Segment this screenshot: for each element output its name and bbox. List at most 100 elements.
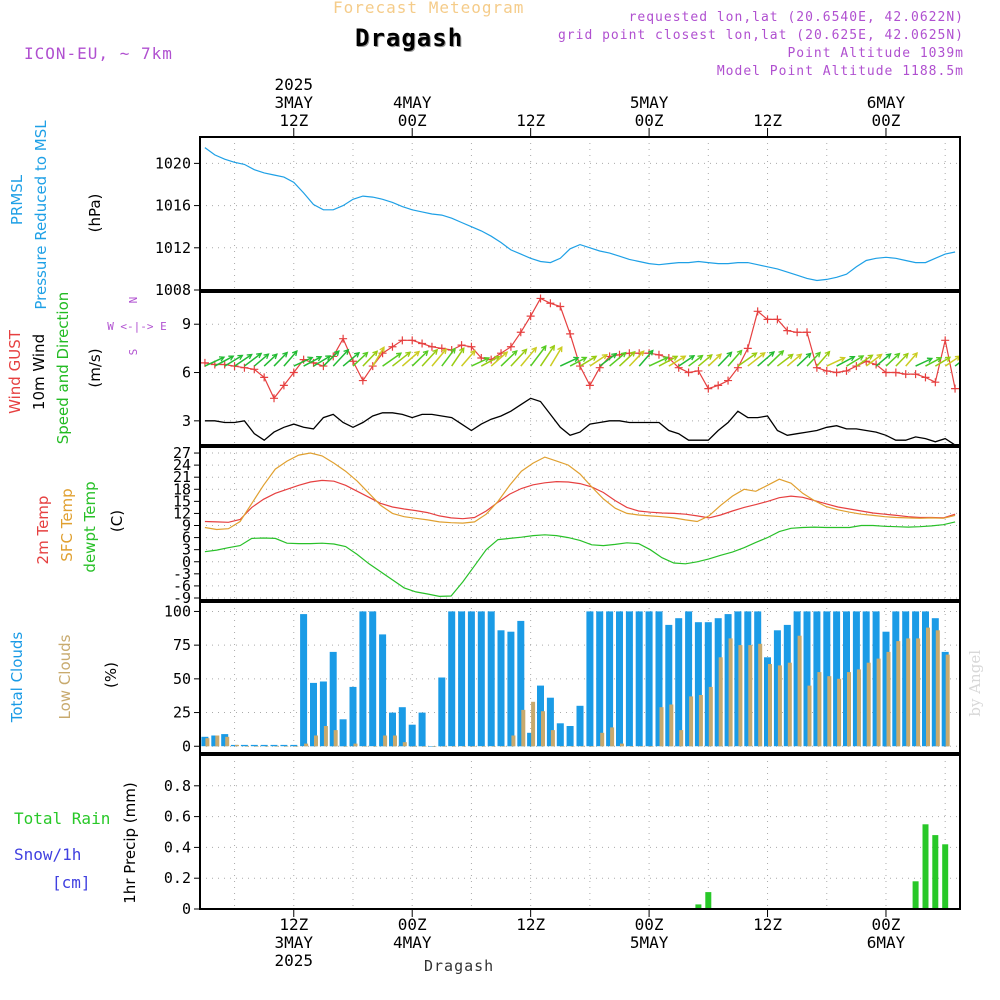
- wind-gust-point: [536, 294, 545, 303]
- wind-direction-arrowhead: [647, 349, 654, 356]
- wind-direction-arrowhead: [706, 354, 713, 360]
- total-clouds-bar: [556, 723, 564, 747]
- wind-direction-arrowhead: [815, 351, 822, 358]
- wind-gust-point: [891, 368, 900, 377]
- wind-direction-arrow: [263, 353, 278, 367]
- low-clouds-bar: [639, 746, 644, 747]
- compass-we-label: W <-|-> E: [107, 320, 167, 333]
- wind-direction-arrow: [549, 346, 563, 367]
- model-label: ICON-EU, ~ 7km: [24, 44, 173, 63]
- wind-direction-arrow: [628, 350, 645, 367]
- wind-direction-arrowhead: [228, 355, 235, 361]
- x-tick-label-top: 12Z: [516, 111, 545, 130]
- wind-gust-point: [358, 376, 367, 385]
- x-tick-label-top: 12Z: [753, 111, 782, 130]
- wind-gust-point: [773, 315, 782, 324]
- wind-direction-arrow: [767, 350, 784, 367]
- low-clouds-label: Low Clouds: [56, 634, 74, 719]
- low-clouds-bar: [274, 746, 279, 747]
- clouds-unit-label: (%): [102, 662, 120, 688]
- total-clouds-bar: [546, 697, 554, 747]
- wind-gust-point: [418, 339, 427, 348]
- total-clouds-bar: [497, 630, 505, 747]
- y-tick-label: 1012: [155, 239, 191, 257]
- rain-bar: [912, 881, 919, 909]
- total-clouds-bar: [369, 611, 377, 747]
- wind-direction-arrow: [668, 355, 686, 367]
- wind-direction-arrowhead: [894, 352, 901, 359]
- panel-3-plot: [200, 602, 960, 753]
- total-clouds-bar: [290, 744, 298, 747]
- total-clouds-bar: [418, 712, 426, 747]
- wind-direction-arrow: [490, 351, 508, 367]
- total-clouds-bar: [675, 618, 683, 747]
- low-clouds-bar: [264, 746, 269, 747]
- low-clouds-bar: [777, 665, 782, 747]
- wind-direction-arrowhead: [362, 351, 369, 358]
- wind-direction-arrowhead: [662, 356, 670, 362]
- wind-gust-point: [339, 334, 348, 343]
- wind-direction-arrowhead: [759, 351, 766, 358]
- y-tick-label: 0.8: [164, 777, 191, 795]
- x-tick-label-bottom: 00Z: [872, 915, 901, 934]
- total-clouds-bar: [586, 611, 594, 747]
- y-tick-label: 18: [173, 480, 191, 498]
- y-tick-label: 100: [164, 602, 191, 620]
- wind-direction-arrow: [648, 356, 669, 367]
- low-clouds-bar: [550, 730, 555, 747]
- total-clouds-bar: [635, 611, 643, 747]
- wind-direction-arrowhead: [343, 348, 350, 355]
- wind-direction-arrowhead: [307, 356, 314, 362]
- wind-direction-arrow: [362, 350, 378, 367]
- low-clouds-bar: [738, 645, 743, 747]
- wind-direction-arrowhead: [256, 352, 263, 359]
- wind-gust-point: [260, 373, 269, 382]
- temp-sfc-label: SFC Temp: [58, 488, 76, 561]
- wind-direction-arrow: [796, 352, 812, 367]
- low-clouds-bar: [244, 746, 249, 747]
- wind-direction-arrowhead: [867, 354, 874, 360]
- total-clouds-bar: [833, 611, 841, 747]
- low-clouds-bar: [837, 678, 842, 747]
- total-clouds-bar: [477, 611, 485, 747]
- wind-direction-arrowhead: [333, 350, 340, 357]
- low-clouds-bar: [896, 641, 901, 747]
- wind-gust-point: [388, 342, 397, 351]
- total-clouds-bar: [764, 657, 771, 747]
- snow-unit-label: [cm]: [52, 873, 91, 892]
- low-clouds-bar: [906, 638, 911, 747]
- x-tick-label-bottom: 12Z: [753, 915, 782, 934]
- wind-direction-arrow: [707, 353, 722, 367]
- wind-gust-point: [733, 363, 742, 372]
- wind-direction-arrowhead: [680, 355, 687, 361]
- wind-direction-arrowhead: [237, 354, 244, 361]
- low-clouds-bar: [294, 746, 299, 747]
- wind-speed-direction-label: Speed and Direction: [54, 292, 72, 445]
- wind-direction-arrow: [214, 355, 234, 367]
- rain-bar: [705, 892, 712, 909]
- wind-direction-arrow: [895, 353, 909, 367]
- total-clouds-bar: [349, 686, 357, 747]
- y-tick-label: 0.6: [164, 808, 191, 826]
- wind-direction-arrow: [697, 354, 713, 367]
- wind-gust-point: [881, 368, 890, 377]
- wind-direction-arrow: [243, 352, 262, 367]
- compass-n-label: N: [127, 297, 140, 304]
- low-clouds-bar: [531, 701, 536, 747]
- wind-speed-line: [204, 397, 956, 445]
- wind-direction-arrowhead: [787, 353, 794, 360]
- wind-gust-point: [427, 342, 436, 351]
- total-clouds-bar: [744, 611, 752, 747]
- wind-direction-arrowhead: [325, 355, 332, 361]
- grid-point-coords: grid point closest lon,lat (20.625E, 42.…: [557, 28, 964, 43]
- wind-direction-arrowhead: [805, 352, 812, 359]
- total-rain-label: Total Rain: [14, 809, 110, 828]
- total-clouds-bar: [339, 719, 347, 747]
- x-tick-label-bottom: 12Z: [279, 915, 308, 934]
- low-clouds-bar: [481, 746, 486, 747]
- y-tick-label: 1008: [155, 281, 191, 299]
- wind-direction-arrowhead: [353, 351, 361, 358]
- total-clouds-bar: [843, 611, 850, 747]
- panel-2-plot: [200, 447, 960, 600]
- wind-direction-arrowhead: [778, 349, 785, 356]
